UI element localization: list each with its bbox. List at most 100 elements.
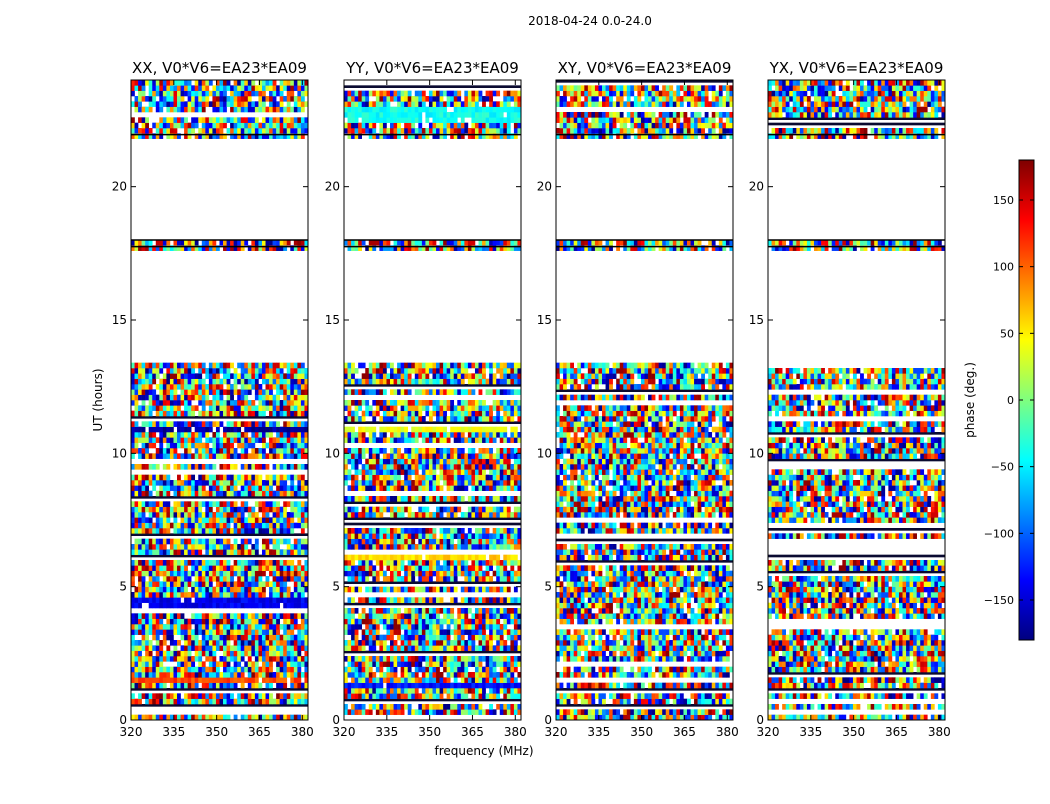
heatmap-cell: [355, 507, 359, 513]
heatmap-cell: [166, 101, 170, 107]
heatmap-cell: [447, 496, 451, 502]
heatmap-cell: [184, 405, 188, 411]
heatmap-cell: [479, 475, 483, 481]
heatmap-cell: [369, 512, 373, 518]
heatmap-cell: [390, 571, 394, 577]
heatmap-cell: [486, 624, 490, 630]
heatmap-cell: [489, 555, 493, 561]
heatmap-cell: [202, 693, 206, 699]
heatmap-cell: [297, 480, 301, 486]
heatmap-cell: [230, 613, 234, 619]
heatmap-cell: [170, 480, 174, 486]
heatmap-cell: [142, 549, 146, 555]
heatmap-cell: [383, 693, 387, 699]
heatmap-cell: [177, 437, 181, 443]
heatmap-cell: [294, 128, 298, 134]
heatmap-cell: [471, 571, 475, 577]
heatmap-cell: [195, 96, 199, 102]
heatmap-cell: [237, 581, 241, 587]
heatmap-cell: [514, 624, 518, 630]
heatmap-cell: [170, 597, 174, 603]
heatmap-cell: [397, 560, 401, 566]
heatmap-cell: [503, 507, 507, 513]
heatmap-cell: [258, 432, 262, 438]
heatmap-cell: [262, 379, 266, 385]
heatmap-cell: [188, 549, 192, 555]
heatmap-cell: [205, 501, 209, 507]
heatmap-cell: [156, 544, 160, 550]
heatmap-cell: [209, 677, 213, 683]
heatmap-cell: [510, 688, 514, 694]
heatmap-cell: [479, 629, 483, 635]
heatmap-cell: [177, 485, 181, 491]
heatmap-cell: [142, 592, 146, 598]
heatmap-cell: [220, 528, 224, 534]
heatmap-cell: [475, 539, 479, 545]
heatmap-cell: [394, 528, 398, 534]
heatmap-cell: [301, 384, 305, 390]
heatmap-cell: [156, 453, 160, 459]
heatmap-cell: [188, 464, 192, 470]
heatmap-cell: [212, 464, 216, 470]
heatmap-cell: [514, 667, 518, 673]
heatmap-cell: [237, 571, 241, 577]
heatmap-cell: [454, 544, 458, 550]
heatmap-cell: [173, 96, 177, 102]
heatmap-cell: [290, 373, 294, 379]
heatmap-cell: [301, 715, 305, 721]
heatmap-cell: [248, 421, 252, 427]
heatmap-cell: [404, 475, 408, 481]
heatmap-cell: [348, 624, 352, 630]
heatmap-cell: [344, 480, 348, 486]
heatmap-cell: [482, 528, 486, 534]
heatmap-cell: [241, 587, 245, 593]
heatmap-cell: [348, 485, 352, 491]
heatmap-cell: [216, 597, 220, 603]
heatmap-cell: [251, 480, 255, 486]
heatmap-cell: [145, 432, 149, 438]
heatmap-cell: [503, 555, 507, 561]
heatmap-cell: [234, 507, 238, 513]
heatmap-cell: [514, 597, 518, 603]
heatmap-cell: [376, 597, 380, 603]
heatmap-cell: [500, 459, 504, 465]
heatmap-cell: [255, 645, 259, 651]
heatmap-cell: [202, 544, 206, 550]
heatmap-cell: [418, 661, 422, 667]
heatmap-cell: [503, 539, 507, 545]
heatmap-cell: [273, 123, 277, 129]
heatmap-cell: [401, 619, 405, 625]
heatmap-cell: [390, 704, 394, 710]
heatmap-cell: [401, 693, 405, 699]
heatmap-cell: [297, 117, 301, 123]
heatmap-cell: [425, 683, 429, 689]
heatmap-cell: [408, 683, 412, 689]
heatmap-cell: [205, 656, 209, 662]
heatmap-cell: [269, 395, 273, 401]
heatmap-cell: [244, 400, 248, 406]
heatmap-cell: [433, 704, 437, 710]
heatmap-row: [344, 603, 521, 606]
heatmap-cell: [415, 672, 419, 678]
heatmap-cell: [138, 565, 142, 571]
heatmap-cell: [248, 437, 252, 443]
heatmap-cell: [212, 661, 216, 667]
heatmap-cell: [156, 587, 160, 593]
heatmap-cell: [202, 629, 206, 635]
heatmap-cell: [145, 597, 149, 603]
heatmap-cell: [507, 693, 511, 699]
heatmap-cell: [450, 693, 454, 699]
heatmap-cell: [510, 693, 514, 699]
heatmap-cell: [461, 555, 465, 561]
heatmap-cell: [198, 101, 202, 107]
heatmap-cell: [234, 80, 238, 86]
heatmap-cell: [220, 400, 224, 406]
heatmap-cell: [237, 592, 241, 598]
heatmap-cell: [156, 571, 160, 577]
heatmap-cell: [358, 656, 362, 662]
heatmap-cell: [379, 683, 383, 689]
heatmap-cell: [297, 656, 301, 662]
heatmap-cell: [163, 624, 167, 630]
heatmap-cell: [297, 587, 301, 593]
heatmap-cell: [514, 475, 518, 481]
